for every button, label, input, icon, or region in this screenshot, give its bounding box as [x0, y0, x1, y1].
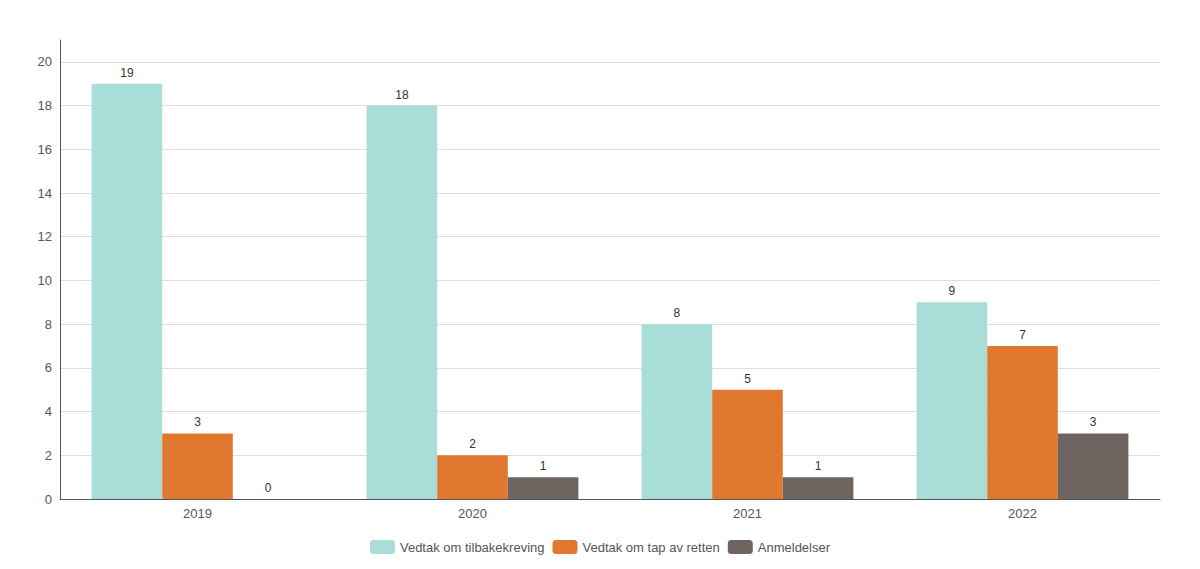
svg-text:Vedtak om tilbakekreving: Vedtak om tilbakekreving — [400, 540, 545, 555]
svg-text:Vedtak om tap av retten: Vedtak om tap av retten — [582, 540, 719, 555]
svg-text:2021: 2021 — [733, 506, 762, 521]
svg-text:2022: 2022 — [1008, 506, 1037, 521]
svg-text:19: 19 — [120, 66, 134, 80]
svg-text:2: 2 — [45, 448, 52, 463]
svg-text:2020: 2020 — [458, 506, 487, 521]
svg-text:8: 8 — [45, 317, 52, 332]
svg-text:5: 5 — [744, 372, 751, 386]
svg-text:8: 8 — [674, 306, 681, 320]
svg-text:9: 9 — [949, 284, 956, 298]
svg-text:7: 7 — [1019, 328, 1026, 342]
svg-text:12: 12 — [38, 229, 52, 244]
svg-text:3: 3 — [194, 415, 201, 429]
svg-text:20: 20 — [38, 54, 52, 69]
svg-text:18: 18 — [38, 98, 52, 113]
svg-text:16: 16 — [38, 142, 52, 157]
svg-text:6: 6 — [45, 360, 52, 375]
svg-text:Anmeldelser: Anmeldelser — [758, 540, 831, 555]
svg-text:0: 0 — [45, 492, 52, 507]
svg-text:1: 1 — [815, 459, 822, 473]
svg-text:2: 2 — [469, 437, 476, 451]
svg-text:3: 3 — [1090, 415, 1097, 429]
svg-text:4: 4 — [45, 404, 52, 419]
svg-text:2019: 2019 — [183, 506, 212, 521]
svg-text:1: 1 — [540, 459, 547, 473]
svg-text:0: 0 — [265, 481, 272, 495]
svg-text:18: 18 — [395, 88, 409, 102]
svg-text:10: 10 — [38, 273, 52, 288]
svg-text:14: 14 — [38, 186, 52, 201]
